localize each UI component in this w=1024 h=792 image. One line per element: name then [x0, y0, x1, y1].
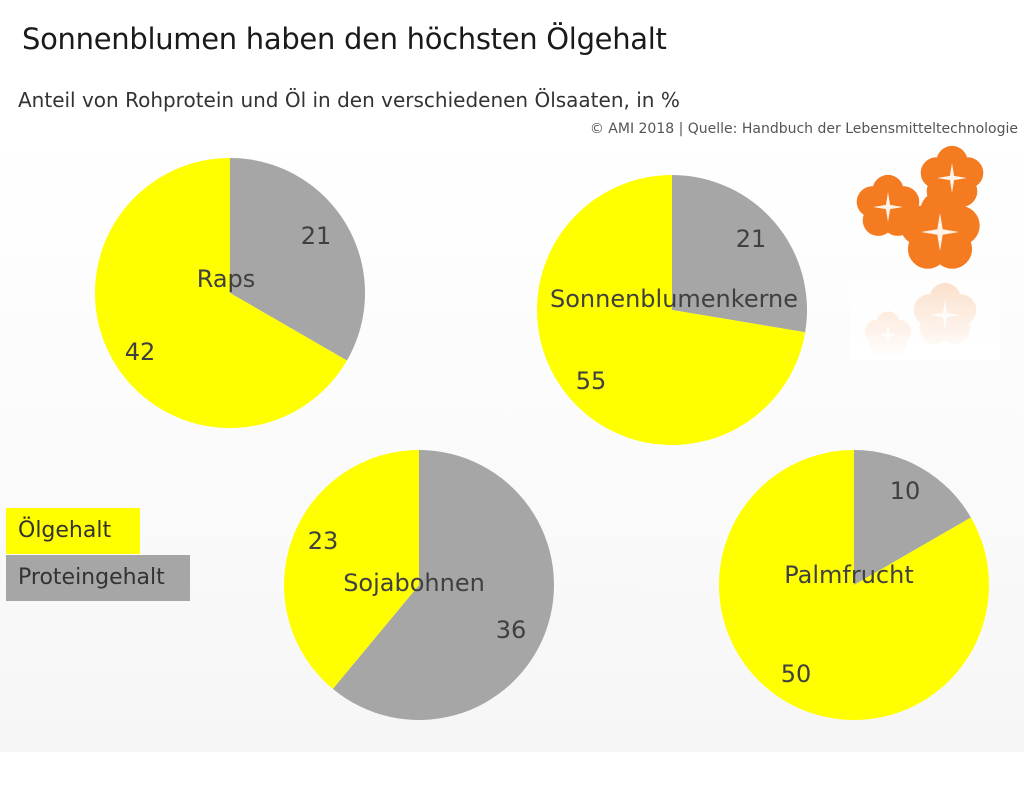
data-label-protein-sonnenblumenkerne: 21: [736, 225, 767, 253]
pie-name-raps: Raps: [197, 265, 256, 293]
legend-oil: Ölgehalt: [6, 508, 140, 554]
source-note: © AMI 2018 | Quelle: Handbuch der Lebens…: [589, 121, 1018, 137]
data-label-protein-palmfrucht: 10: [890, 477, 921, 505]
data-label-protein-sojabohnen: 36: [496, 616, 527, 644]
data-label-oil-palmfrucht: 50: [781, 660, 812, 688]
orange-flowers-icon: [850, 145, 1000, 360]
pie-name-sojabohnen: Sojabohnen: [343, 569, 485, 597]
chart-subtitle: Anteil von Rohprotein und Öl in den vers…: [18, 88, 680, 112]
slice-oil-palmfrucht: [718, 450, 989, 720]
data-label-oil-raps: 42: [125, 338, 156, 366]
chart-title: Sonnenblumen haben den höchsten Ölgehalt: [22, 22, 667, 56]
data-label-protein-raps: 21: [301, 222, 332, 250]
legend-protein: Proteingehalt: [6, 555, 190, 601]
pie-palmfrucht: 10 50 Palmfrucht: [718, 450, 989, 720]
pie-sonnenblumenkerne: 21 55 Sonnenblumenkerne: [537, 174, 808, 445]
slice-oil-sonnenblumenkerne: [537, 174, 806, 445]
pie-name-palmfrucht: Palmfrucht: [784, 561, 914, 589]
slice-protein-sojabohnen: [332, 450, 554, 721]
slice-protein-raps: [230, 158, 365, 361]
pie-raps: 21 42 Raps: [94, 157, 365, 428]
data-label-oil-sojabohnen: 23: [308, 527, 339, 555]
slice-oil-sojabohnen: [284, 450, 419, 689]
slice-oil-raps: [94, 157, 347, 428]
slice-protein-palmfrucht: [854, 450, 971, 585]
pie-name-sonnenblumenkerne: Sonnenblumenkerne: [550, 285, 798, 313]
data-label-oil-sonnenblumenkerne: 55: [576, 367, 607, 395]
slice-protein-sonnenblumenkerne: [672, 175, 808, 333]
